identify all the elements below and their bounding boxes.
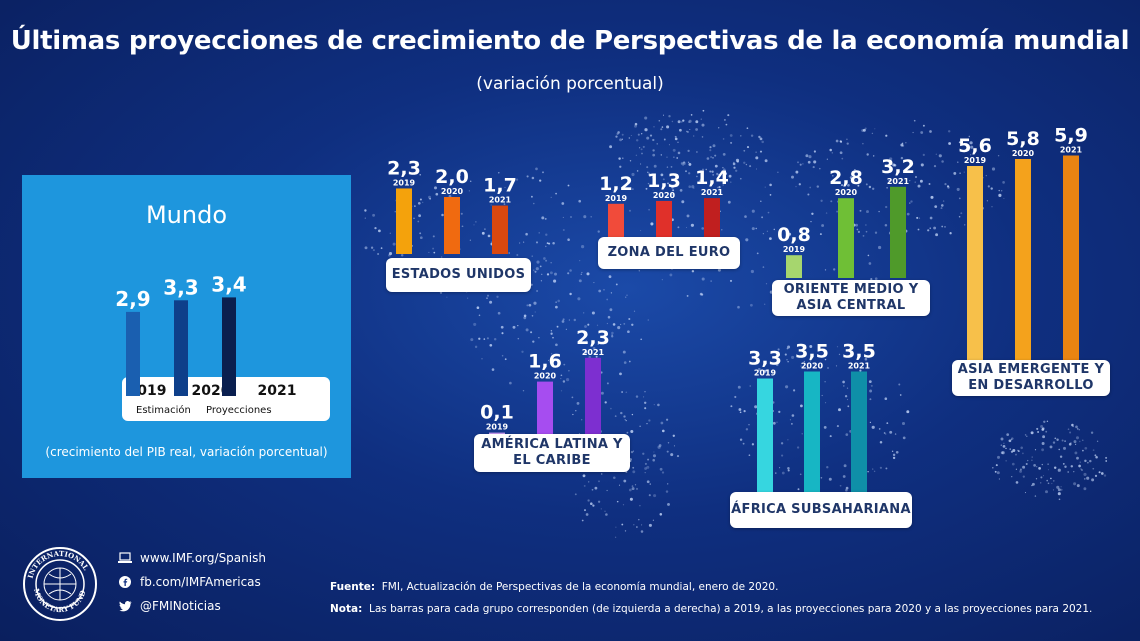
bar-estados-unidos-2021 [492, 205, 508, 254]
world-year-2021: 2021 [257, 383, 297, 399]
bar-frica-subsahariana-2019 [757, 378, 773, 494]
year-label-zona-del-euro-2021: 2021 [701, 188, 724, 197]
page-subtitle: (variación porcentual) [476, 74, 664, 94]
world-title: Mundo [145, 201, 228, 229]
source-line: Fuente: FMI, Actualización de Perspectiv… [330, 576, 1092, 598]
laptop-icon [118, 551, 132, 565]
label-africa-subsahariana: ÁFRICA SUBSAHARIANA [730, 492, 912, 528]
value-label-oriente-medio-y-asia-central-2021: 3,2 [881, 156, 915, 178]
value-label-frica-subsahariana-2019: 3,3 [748, 348, 782, 370]
footer-links: www.IMF.org/Spanish fb.com/IMFAmericas @… [118, 546, 266, 618]
value-label-estados-unidos-2020: 2,0 [435, 166, 469, 188]
world-year-2020: 2020 [191, 383, 231, 399]
year-label-asia-emergente-y-en-desarrollo-2021: 2021 [1060, 146, 1083, 155]
svg-text:INTERNATIONAL: INTERNATIONAL [26, 549, 91, 579]
estimate-label: Estimación [136, 405, 191, 416]
label-asia-emergente-text: ASIA EMERGENTE Y EN DESARROLLO [957, 362, 1105, 393]
bar-estados-unidos-2019 [396, 188, 412, 254]
bar-mundo-2019 [126, 311, 140, 396]
year-label-estados-unidos-2021: 2021 [489, 196, 512, 205]
value-label-oriente-medio-y-asia-central-2019: 0,8 [777, 224, 811, 246]
bar-am-rica-latina-y-el-caribe-2020 [537, 381, 553, 436]
bar-asia-emergente-y-en-desarrollo-2019 [967, 166, 983, 362]
bar-zona-del-euro-2019 [608, 203, 624, 238]
bar-frica-subsahariana-2021 [851, 371, 867, 494]
bar-zona-del-euro-2020 [656, 200, 672, 238]
world-year-legend: 2019 2020 2021 Estimación Proyecciones [122, 377, 330, 421]
year-label-estados-unidos-2019: 2019 [393, 178, 416, 187]
year-label-frica-subsahariana-2019: 2019 [754, 369, 777, 378]
bar-mundo-2020 [174, 300, 188, 396]
value-label-frica-subsahariana-2020: 3,5 [795, 341, 829, 363]
label-oriente-medio-text: ORIENTE MEDIO Y ASIA CENTRAL [783, 282, 919, 313]
label-america-latina-text: AMÉRICA LATINA Y EL CARIBE [481, 437, 623, 468]
year-label-am-rica-latina-y-el-caribe-2020: 2020 [534, 372, 557, 381]
value-label-am-rica-latina-y-el-caribe-2021: 2,3 [576, 327, 610, 349]
year-label-asia-emergente-y-en-desarrollo-2020: 2020 [1012, 149, 1035, 158]
year-label-frica-subsahariana-2020: 2020 [801, 362, 824, 371]
imf-seal-logo: INTERNATIONAL MONETARY FUND [23, 547, 97, 621]
note-line: Nota: Las barras para cada grupo corresp… [330, 598, 1092, 620]
bar-mundo-2021 [222, 297, 236, 396]
value-label-mundo-2021: 3,4 [211, 272, 246, 296]
value-label-oriente-medio-y-asia-central-2020: 2,8 [829, 167, 863, 189]
bar-asia-emergente-y-en-desarrollo-2021 [1063, 155, 1079, 362]
year-label-oriente-medio-y-asia-central-2021: 2021 [887, 177, 910, 186]
value-label-frica-subsahariana-2021: 3,5 [842, 341, 876, 363]
year-label-asia-emergente-y-en-desarrollo-2019: 2019 [964, 156, 987, 165]
label-asia-emergente: ASIA EMERGENTE Y EN DESARROLLO [952, 360, 1110, 396]
label-estados-unidos: ESTADOS UNIDOS [386, 258, 531, 292]
bar-estados-unidos-2020 [444, 197, 460, 254]
value-label-asia-emergente-y-en-desarrollo-2021: 5,9 [1054, 125, 1088, 147]
value-label-estados-unidos-2021: 1,7 [483, 175, 517, 197]
bar-oriente-medio-y-asia-central-2020 [838, 198, 854, 278]
value-label-zona-del-euro-2021: 1,4 [695, 167, 729, 189]
page-title: Últimas proyecciones de crecimiento de P… [10, 26, 1130, 56]
value-label-asia-emergente-y-en-desarrollo-2019: 5,6 [958, 135, 992, 157]
year-label-oriente-medio-y-asia-central-2019: 2019 [783, 245, 806, 254]
source-label: Fuente: [330, 581, 376, 593]
bar-frica-subsahariana-2020 [804, 371, 820, 494]
bar-asia-emergente-y-en-desarrollo-2020 [1015, 159, 1031, 362]
bar-am-rica-latina-y-el-caribe-2021 [585, 357, 601, 436]
value-label-am-rica-latina-y-el-caribe-2020: 1,6 [528, 351, 562, 373]
year-label-zona-del-euro-2020: 2020 [653, 191, 676, 200]
bar-oriente-medio-y-asia-central-2019 [786, 255, 802, 278]
value-label-estados-unidos-2019: 2,3 [387, 157, 421, 179]
note-label: Nota: [330, 603, 363, 615]
year-label-estados-unidos-2020: 2020 [441, 187, 464, 196]
facebook-text: fb.com/IMFAmericas [140, 575, 261, 589]
projection-label: Proyecciones [206, 405, 272, 416]
facebook-icon [118, 575, 132, 589]
value-label-mundo-2019: 2,9 [115, 287, 150, 311]
year-label-frica-subsahariana-2021: 2021 [848, 362, 871, 371]
twitter-icon [118, 599, 132, 613]
value-label-zona-del-euro-2019: 1,2 [599, 173, 633, 195]
value-label-zona-del-euro-2020: 1,3 [647, 170, 681, 192]
source-text: FMI, Actualización de Perspectivas de la… [381, 581, 779, 593]
bar-oriente-medio-y-asia-central-2021 [890, 186, 906, 278]
footnotes: Fuente: FMI, Actualización de Perspectiv… [330, 576, 1092, 620]
facebook-link[interactable]: fb.com/IMFAmericas [118, 570, 266, 594]
twitter-link[interactable]: @FMINoticias [118, 594, 266, 618]
value-label-mundo-2020: 3,3 [163, 275, 198, 299]
year-label-oriente-medio-y-asia-central-2020: 2020 [835, 188, 858, 197]
value-label-am-rica-latina-y-el-caribe-2019: 0,1 [480, 402, 514, 424]
label-america-latina: AMÉRICA LATINA Y EL CARIBE [474, 434, 630, 472]
note-text: Las barras para cada grupo corresponden … [369, 603, 1093, 615]
label-oriente-medio: ORIENTE MEDIO Y ASIA CENTRAL [772, 280, 930, 316]
world-caption: (crecimiento del PIB real, variación por… [45, 445, 328, 459]
year-label-zona-del-euro-2019: 2019 [605, 194, 628, 203]
year-label-am-rica-latina-y-el-caribe-2021: 2021 [582, 348, 605, 357]
year-label-am-rica-latina-y-el-caribe-2019: 2019 [486, 423, 509, 432]
twitter-text: @FMINoticias [140, 599, 221, 613]
website-link[interactable]: www.IMF.org/Spanish [118, 546, 266, 570]
value-label-asia-emergente-y-en-desarrollo-2020: 5,8 [1006, 128, 1040, 150]
website-text: www.IMF.org/Spanish [140, 551, 266, 565]
bar-zona-del-euro-2021 [704, 198, 720, 238]
label-zona-euro: ZONA DEL EURO [598, 237, 740, 269]
